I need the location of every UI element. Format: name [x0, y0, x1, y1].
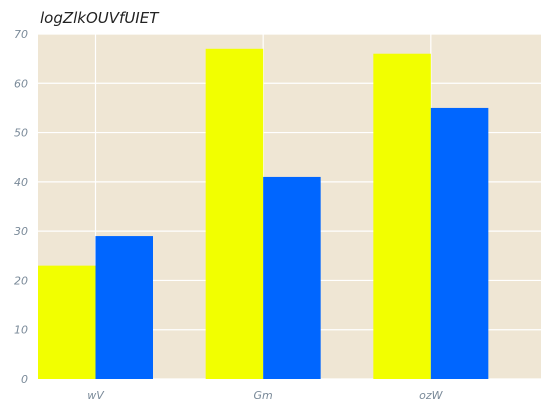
y-tick-label: 60 [14, 77, 28, 90]
bar-Gm-series-1 [205, 48, 264, 380]
y-tick-label: 0 [21, 373, 28, 386]
bar-ozW-series-1 [373, 53, 431, 379]
y-axis-ticks: 0 10 20 30 40 50 60 70 [14, 28, 28, 386]
x-tick-label: Gm [254, 389, 273, 402]
x-tick-label: ozW [419, 389, 444, 402]
bar-Gm-series-2 [263, 176, 321, 379]
bar-wV-series-1 [38, 265, 96, 379]
y-tick-label: 50 [14, 127, 28, 140]
bars [38, 48, 489, 380]
y-tick-label: 30 [14, 225, 28, 238]
y-tick-label: 40 [14, 176, 28, 189]
chart-title: logZlkOUVfUIET [40, 9, 159, 27]
bar-ozW-series-2 [430, 107, 489, 379]
x-axis-ticks: wV Gm ozW [87, 389, 443, 402]
x-tick-label: wV [87, 389, 105, 402]
y-tick-label: 70 [14, 28, 28, 41]
y-tick-label: 20 [14, 274, 28, 287]
y-tick-label: 10 [14, 324, 28, 337]
bar-wV-series-2 [95, 236, 153, 379]
